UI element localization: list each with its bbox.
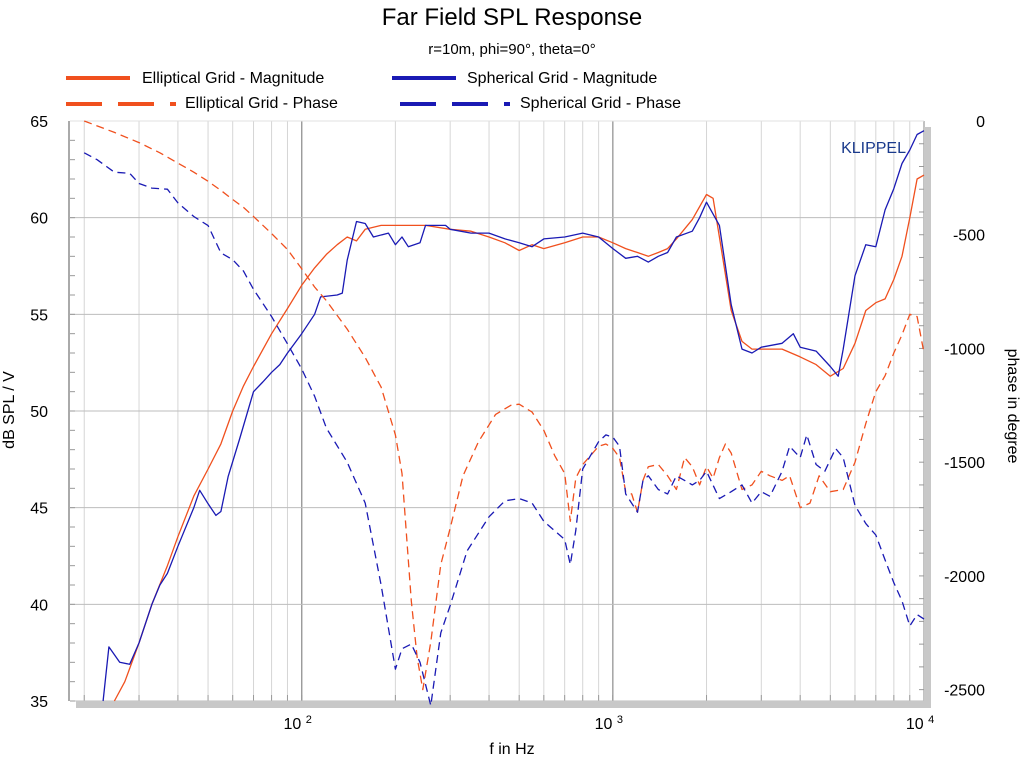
grid-layer	[70, 120, 925, 702]
x-tick-label: 10 3	[595, 714, 623, 733]
plot-frame	[68, 120, 931, 708]
right-shadow	[924, 127, 931, 707]
y2-tick-label: 0	[976, 114, 985, 131]
y-tick-label: 50	[30, 404, 48, 421]
y-tick-label: 65	[30, 114, 48, 131]
y-tick-label: 45	[30, 501, 48, 518]
y2-tick-label: -1000	[944, 341, 985, 358]
series-line-3	[83, 152, 925, 707]
chart-title: Far Field SPL Response	[382, 4, 643, 31]
series-line-1	[102, 130, 925, 702]
y2-tick-label: -2500	[944, 683, 985, 700]
y-tick-label: 55	[30, 307, 48, 324]
y2-tick-label: -2000	[944, 569, 985, 586]
x-tick-label: 10 2	[284, 714, 312, 733]
series-line-2	[83, 120, 925, 691]
data-layer	[83, 120, 925, 707]
tick-labels: 35 40 45 50 55 60 65 0 -500 -1000 -1500 -2000 -2500 1…	[30, 114, 985, 733]
y2-axis-label: phase in degree	[1004, 349, 1021, 464]
y-tick-label: 40	[30, 597, 48, 614]
legend: Elliptical Grid - Magnitude Spherical Gr…	[66, 70, 681, 112]
legend-label-elliptical-phase: Elliptical Grid - Phase	[185, 95, 338, 112]
x-axis-label: f in Hz	[489, 741, 534, 758]
x-tick-label: 10 4	[906, 714, 934, 733]
y-tick-label: 60	[30, 211, 48, 228]
y-tick-label: 35	[30, 694, 48, 711]
y-axis-label: dB SPL / V	[1, 371, 18, 449]
legend-label-spherical-magnitude: Spherical Grid - Magnitude	[467, 70, 657, 87]
legend-label-spherical-phase: Spherical Grid - Phase	[520, 95, 681, 112]
bottom-shadow	[76, 701, 931, 708]
chart-subtitle: r=10m, phi=90°, theta=0°	[428, 41, 596, 58]
y2-tick-label: -500	[953, 228, 985, 245]
y2-tick-label: -1500	[944, 455, 985, 472]
klippel-watermark: KLIPPEL	[841, 140, 906, 157]
legend-label-elliptical-magnitude: Elliptical Grid - Magnitude	[142, 70, 324, 87]
series-line-0	[113, 174, 925, 702]
